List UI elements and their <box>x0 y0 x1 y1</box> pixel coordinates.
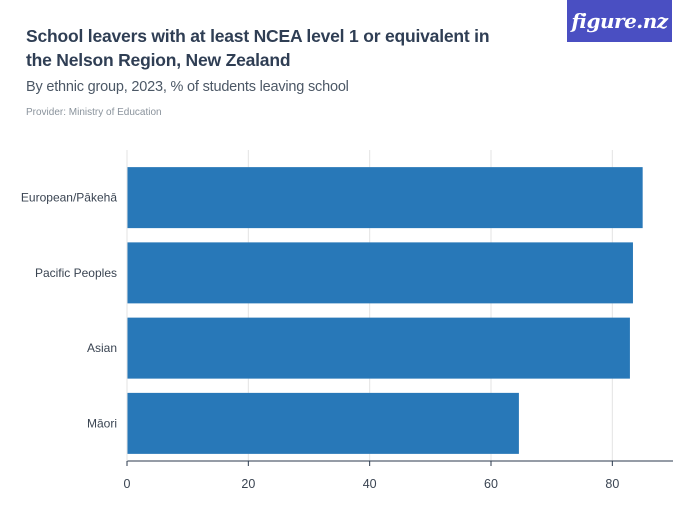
chart-title: School leavers with at least NCEA level … <box>26 26 490 70</box>
category-label-0: European/Pākehā <box>21 191 117 205</box>
bar-0[interactable] <box>127 167 643 229</box>
x-tick-label-2: 40 <box>363 477 377 491</box>
x-tick-label-4: 80 <box>605 477 619 491</box>
category-label-3: Māori <box>87 416 117 430</box>
x-tick-label-3: 60 <box>484 477 498 491</box>
x-axis: 0 20 40 60 80 <box>124 150 673 491</box>
chart-subtitle: By ethnic group, 2023, % of students lea… <box>26 79 349 95</box>
category-label-2: Asian <box>87 341 117 355</box>
x-tick-label-0: 0 <box>124 477 131 491</box>
category-labels: European/Pākehā Pacific Peoples Asian Māori <box>21 191 117 431</box>
x-tick-label-1: 20 <box>241 477 255 491</box>
bar-1[interactable] <box>127 242 633 304</box>
data-provider: Provider: Ministry of Education <box>26 107 162 118</box>
category-label-1: Pacific Peoples <box>35 266 117 280</box>
figure-nz-logo[interactable]: figure.nz <box>567 0 672 42</box>
bars <box>127 167 643 454</box>
bar-3[interactable] <box>127 392 519 454</box>
bar-2[interactable] <box>127 317 630 379</box>
